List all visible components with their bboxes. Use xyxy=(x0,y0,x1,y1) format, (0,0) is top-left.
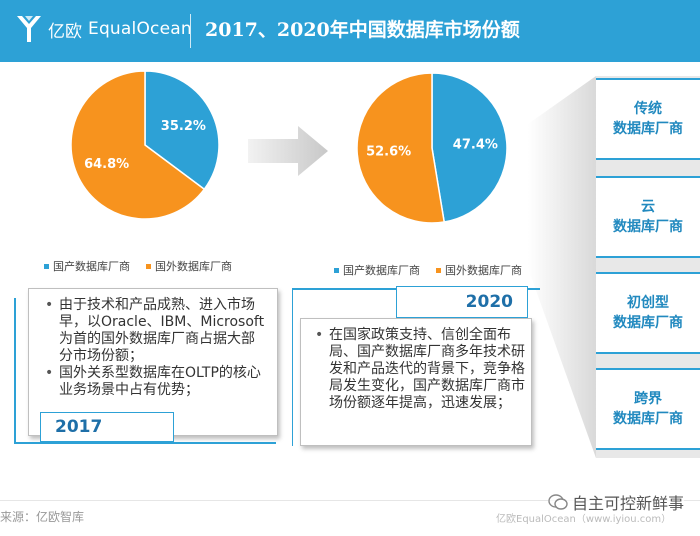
category-label: 云 数据库厂商 xyxy=(613,199,683,235)
logo-cn-text: 亿欧 xyxy=(48,21,82,42)
category-crossover: 跨界 数据库厂商 xyxy=(596,368,700,450)
legend-swatch-domestic xyxy=(334,267,339,273)
pie-data-label: 64.8% xyxy=(84,157,129,172)
year-label-2020: 2020 xyxy=(396,286,528,318)
logo: 亿欧 EqualOcean xyxy=(14,12,192,46)
note-bullet: 国外关系型数据库在OLTP的核心业务场景中占有优势； xyxy=(45,365,267,399)
frame-bottom-2017 xyxy=(14,442,276,444)
legend-item-domestic: 国产数据库厂商 xyxy=(44,258,130,274)
logo-en-text: EqualOcean xyxy=(88,19,192,39)
frame-line-2020 xyxy=(292,288,293,446)
legend-label-foreign: 国外数据库厂商 xyxy=(445,264,522,277)
pie-data-label: 52.6% xyxy=(366,145,411,160)
pie-slice-domestic xyxy=(431,72,508,223)
pie-slice-foreign xyxy=(70,70,206,220)
year-label-2017: 2017 xyxy=(40,412,174,442)
legend-label-foreign: 国外数据库厂商 xyxy=(155,260,232,273)
legend-item-foreign: 国外数据库厂商 xyxy=(146,258,232,274)
pie-data-label: 47.4% xyxy=(453,137,498,152)
equalocean-logo-icon xyxy=(17,16,41,42)
legend-2020: 国产数据库厂商 国外数据库厂商 xyxy=(334,262,538,278)
page-title: 2017、2020年中国数据库市场份额 xyxy=(205,19,520,41)
legend-label-domestic: 国产数据库厂商 xyxy=(343,264,420,277)
legend-2017: 国产数据库厂商 国外数据库厂商 xyxy=(44,258,248,274)
watermark-text: 自主可控新鲜事 xyxy=(572,494,685,513)
legend-swatch-domestic xyxy=(44,263,49,269)
wechat-icon xyxy=(548,494,568,510)
arrow-right-icon xyxy=(248,126,328,176)
legend-label-domestic: 国产数据库厂商 xyxy=(53,260,130,273)
pie-slice-foreign xyxy=(356,72,446,224)
legend-swatch-foreign xyxy=(146,263,151,269)
pie-slice-domestic xyxy=(144,70,220,191)
wechat-watermark: 自主可控新鲜事 xyxy=(548,490,685,514)
legend-item-foreign: 国外数据库厂商 xyxy=(436,262,522,278)
note-bullet: 在国家政策支持、信创全面布局、国产数据库厂商多年技术研发和产品迭代的背景下，竞争… xyxy=(315,327,525,412)
pie-chart-2017: 35.2% 64.8% xyxy=(70,70,220,220)
category-cloud: 云 数据库厂商 xyxy=(596,176,700,258)
header-bar: 亿欧 EqualOcean 2017、2020年中国数据库市场份额 xyxy=(0,0,700,62)
category-label: 跨界 数据库厂商 xyxy=(613,391,683,427)
category-label: 初创型 数据库厂商 xyxy=(613,295,683,331)
footer-site-text: 亿欧EqualOcean（www.iyiou.com） xyxy=(496,514,672,525)
source-text: 来源：亿欧智库 xyxy=(0,510,85,524)
note-box-2017: 由于技术和产品成熟、进入市场早，以Oracle、IBM、Microsoft为首的… xyxy=(28,288,278,436)
frame-line-2017 xyxy=(14,298,16,444)
pie-chart-2020: 47.4% 52.6% xyxy=(356,72,508,224)
legend-item-domestic: 国产数据库厂商 xyxy=(334,262,420,278)
category-startup: 初创型 数据库厂商 xyxy=(596,272,700,354)
category-traditional: 传统 数据库厂商 xyxy=(596,78,700,160)
header-divider xyxy=(190,14,191,48)
pie-data-label: 35.2% xyxy=(161,119,206,134)
footer-divider xyxy=(0,500,700,501)
note-box-2020: 在国家政策支持、信创全面布局、国产数据库厂商多年技术研发和产品迭代的背景下，竞争… xyxy=(300,318,532,446)
legend-swatch-foreign xyxy=(436,267,441,273)
note-bullet: 由于技术和产品成熟、进入市场早，以Oracle、IBM、Microsoft为首的… xyxy=(45,297,267,365)
category-label: 传统 数据库厂商 xyxy=(613,101,683,137)
